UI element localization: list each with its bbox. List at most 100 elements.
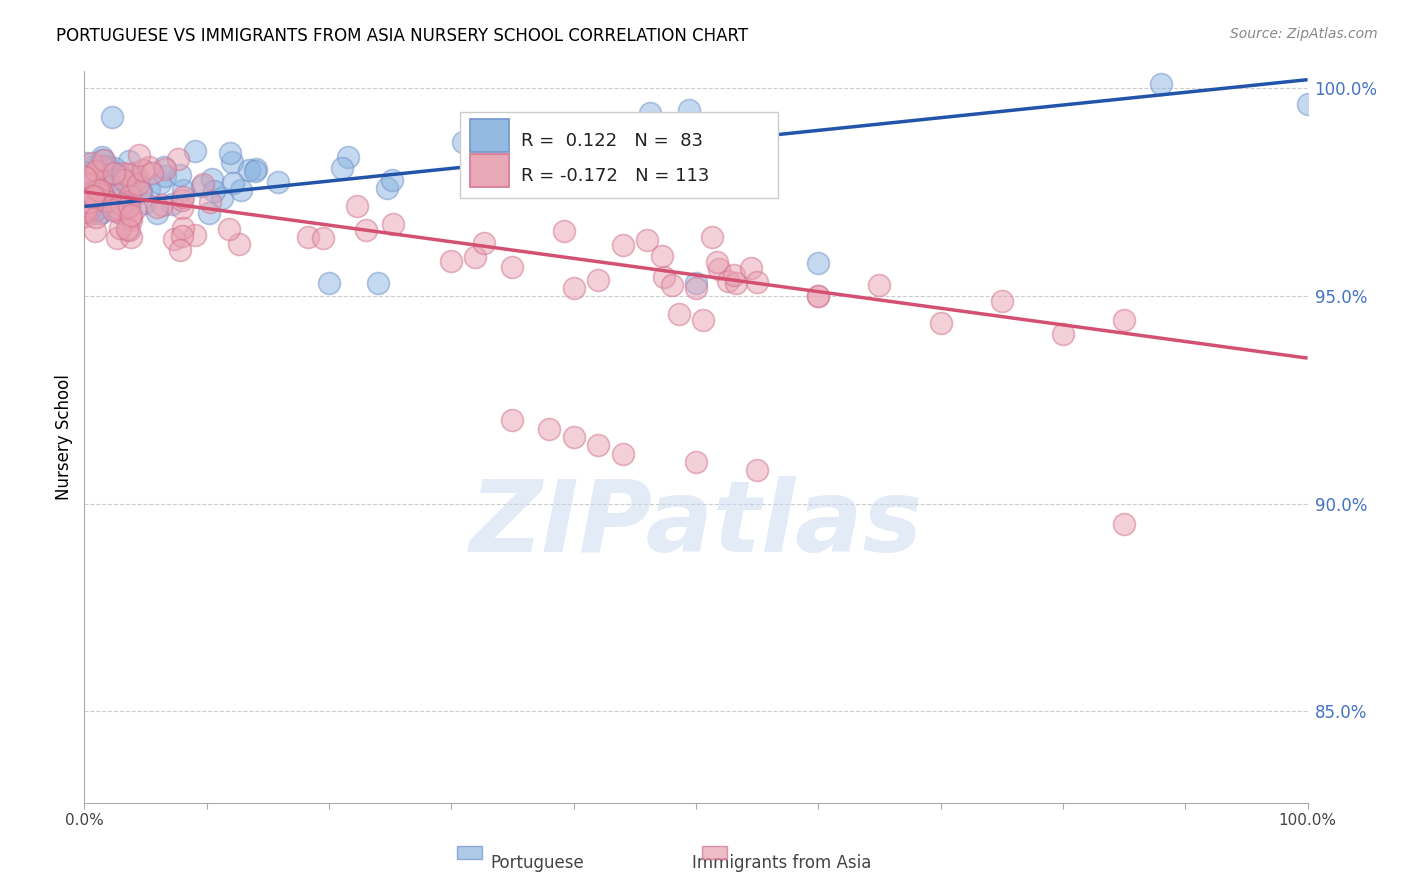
Text: R = -0.172   N = 113: R = -0.172 N = 113 <box>522 167 710 185</box>
Point <box>586 438 609 452</box>
Point <box>94 194 117 208</box>
FancyBboxPatch shape <box>460 112 778 198</box>
Point <box>740 261 762 276</box>
Point <box>77 199 100 213</box>
Point <box>80 155 103 169</box>
FancyBboxPatch shape <box>470 154 509 187</box>
Point <box>381 173 404 187</box>
Text: Source: ZipAtlas.com: Source: ZipAtlas.com <box>1230 27 1378 41</box>
Point <box>706 255 728 269</box>
Point <box>612 447 634 461</box>
Point <box>103 202 125 217</box>
Point <box>202 184 225 198</box>
Point <box>86 210 108 224</box>
Point <box>191 178 214 193</box>
Point <box>538 422 561 436</box>
Point <box>90 205 112 219</box>
Point <box>120 213 142 227</box>
Point <box>1114 517 1136 532</box>
Point <box>115 222 138 236</box>
Point <box>91 159 114 173</box>
Point <box>464 250 486 264</box>
Point <box>105 230 128 244</box>
Point <box>77 172 100 186</box>
Point <box>337 151 360 165</box>
Point <box>709 261 731 276</box>
Point <box>76 180 98 194</box>
Point <box>91 153 114 167</box>
Point <box>128 185 150 199</box>
Point <box>118 188 141 202</box>
Point <box>117 167 139 181</box>
Point <box>120 187 142 202</box>
Point <box>724 276 747 290</box>
Point <box>141 166 163 180</box>
FancyBboxPatch shape <box>470 154 509 187</box>
Point <box>501 260 523 275</box>
Point <box>166 152 188 166</box>
Point <box>91 150 114 164</box>
Point <box>76 186 98 201</box>
Point <box>1296 97 1319 112</box>
Point <box>170 228 193 243</box>
Point <box>367 277 389 291</box>
Point <box>330 161 353 175</box>
Point <box>440 253 463 268</box>
Point <box>110 196 132 211</box>
Point <box>169 244 191 258</box>
Point <box>104 186 127 201</box>
Point <box>118 192 141 206</box>
Point <box>146 205 169 219</box>
Point <box>155 161 177 176</box>
Point <box>685 277 707 291</box>
Point <box>172 183 194 197</box>
Point <box>346 199 368 213</box>
Point <box>929 316 952 330</box>
Point <box>118 179 141 194</box>
Point <box>103 166 125 180</box>
Point <box>91 189 114 203</box>
Point <box>110 220 132 235</box>
Point <box>201 172 224 186</box>
Point <box>90 201 112 215</box>
Point <box>138 160 160 174</box>
Text: Portuguese: Portuguese <box>491 854 583 872</box>
Point <box>318 277 340 291</box>
Point <box>77 204 100 219</box>
Point <box>120 211 142 225</box>
Point <box>80 184 103 198</box>
Point <box>112 172 135 186</box>
Point <box>93 153 115 167</box>
Point <box>84 183 107 197</box>
Point <box>107 201 129 215</box>
FancyBboxPatch shape <box>457 846 482 859</box>
Point <box>83 189 105 203</box>
Point <box>132 162 155 177</box>
Point <box>218 221 240 235</box>
Point <box>84 193 107 207</box>
Point <box>108 205 131 219</box>
Point <box>1150 77 1173 91</box>
Point <box>127 171 149 186</box>
Point <box>96 162 118 177</box>
Point <box>110 172 132 186</box>
Point <box>297 229 319 244</box>
Point <box>678 103 700 117</box>
Point <box>84 164 107 178</box>
FancyBboxPatch shape <box>470 119 509 152</box>
Point <box>134 196 156 211</box>
Point <box>79 178 101 193</box>
Point <box>121 177 143 191</box>
Point <box>124 202 146 217</box>
FancyBboxPatch shape <box>702 846 727 859</box>
Point <box>84 224 107 238</box>
Point <box>668 307 690 321</box>
Point <box>118 154 141 169</box>
Point <box>93 190 115 204</box>
Point <box>183 145 205 159</box>
Point <box>662 149 685 163</box>
Point <box>101 166 124 180</box>
Point <box>75 156 97 170</box>
Point <box>82 168 104 182</box>
Point <box>75 209 97 223</box>
